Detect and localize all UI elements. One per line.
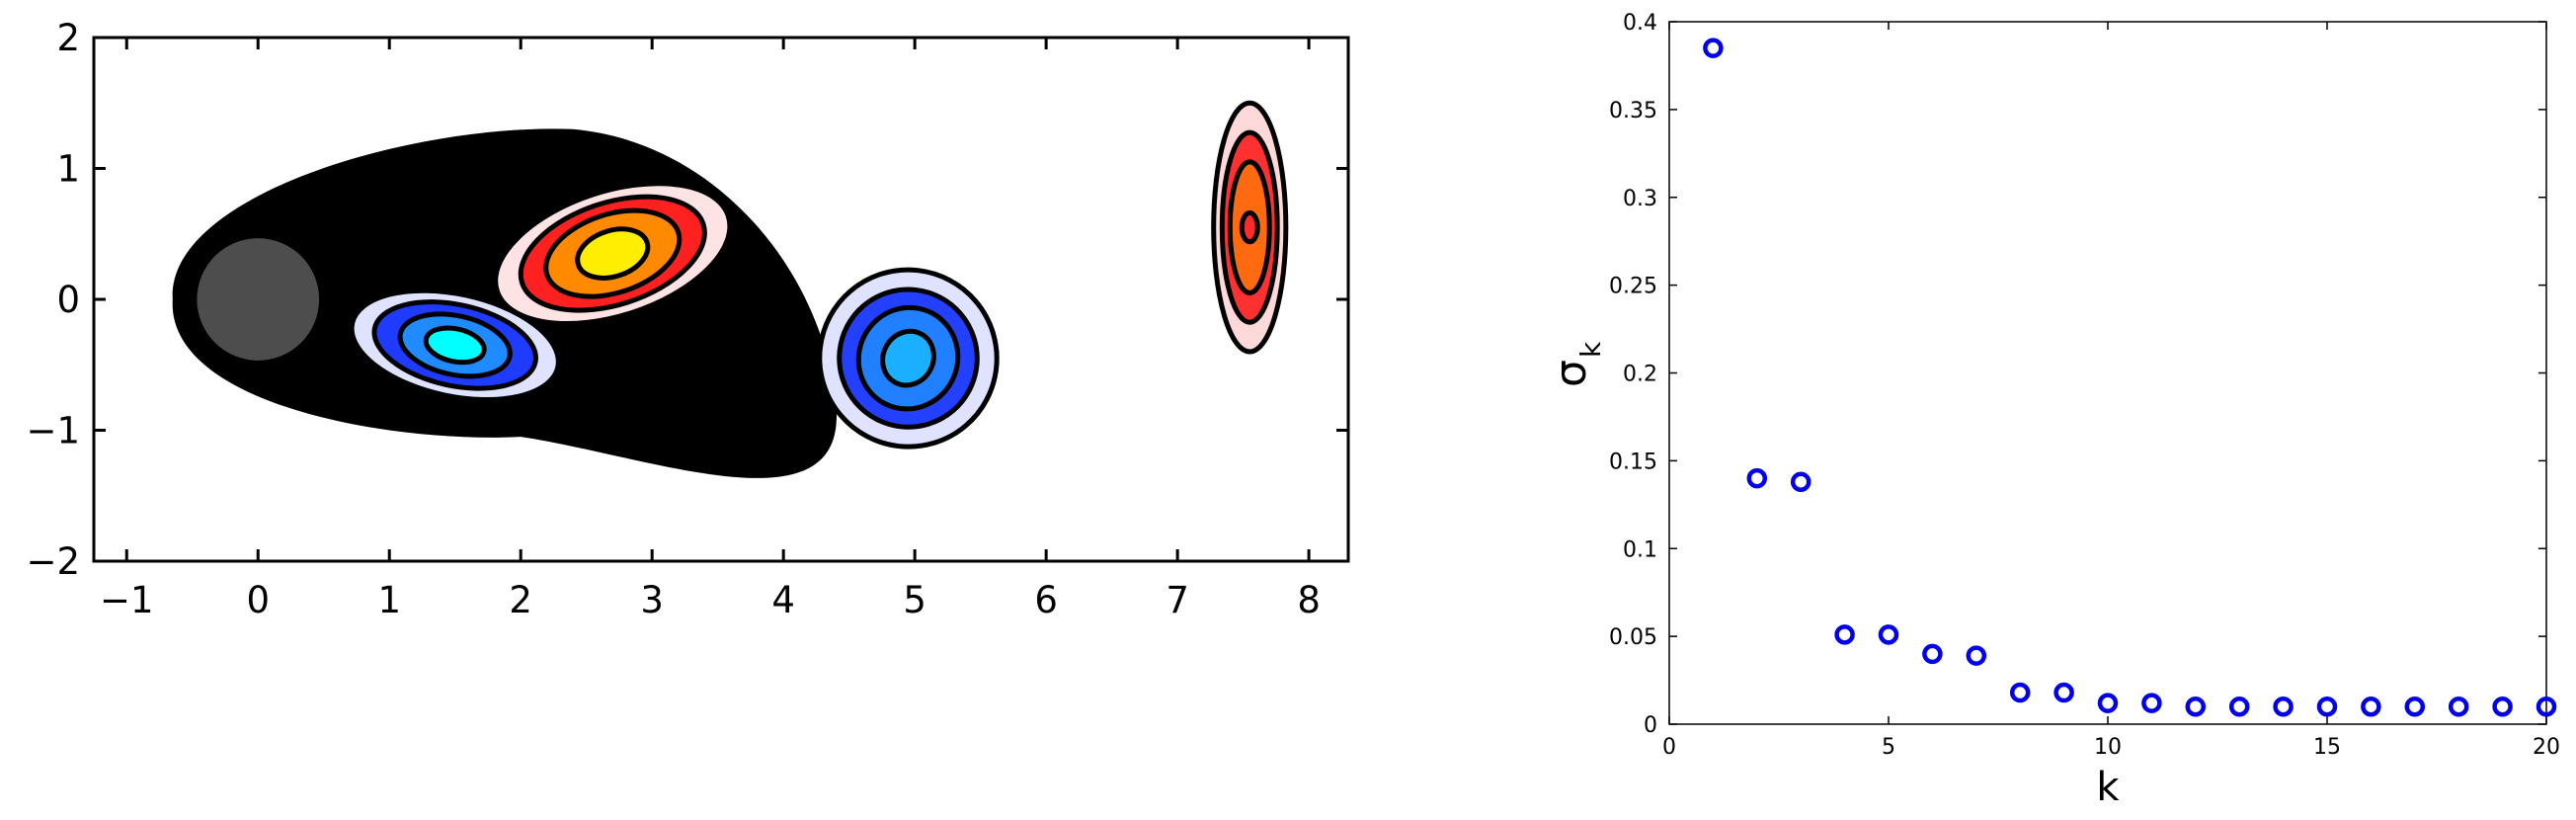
left-x-tick-label: 8 [1297, 579, 1321, 621]
vortex-2-level-4 [423, 325, 487, 366]
y-axis-label-subscript: k [1574, 341, 1607, 358]
data-point [2273, 696, 2294, 717]
vortex-3-level-4 [880, 328, 936, 388]
data-point [2492, 696, 2513, 717]
right-y-tick-label: 0.35 [1609, 99, 1657, 123]
right-y-tick-label: 0.05 [1609, 625, 1657, 650]
data-point [2009, 682, 2031, 703]
left-y-tick-label: 1 [56, 148, 80, 191]
data-point [1746, 467, 1768, 489]
right-x-tick-label: 10 [2094, 735, 2122, 760]
vortex-3 [817, 267, 1000, 450]
right-y-tick-label: 0.2 [1623, 363, 1657, 387]
left-x-tick-label: 4 [771, 579, 795, 621]
left-x-axis: −1 0 1 2 3 4 5 6 7 8 [100, 38, 1321, 621]
data-point [1834, 624, 1855, 645]
data-point [2448, 696, 2469, 717]
cylinder [197, 238, 320, 361]
data-point [2361, 696, 2381, 717]
data-point [2228, 696, 2250, 717]
right-y-tick-label: 0.15 [1609, 450, 1657, 474]
right-x-tick-label: 5 [1882, 735, 1895, 760]
left-y-tick-label: 2 [56, 17, 80, 59]
data-point [1878, 624, 1899, 645]
vortex-2 [349, 287, 561, 403]
data-point [2185, 696, 2207, 717]
data-point [2097, 693, 2119, 713]
left-x-tick-label: −1 [100, 579, 154, 621]
vortex-1-level-4 [575, 226, 651, 281]
right-y-axis: 0 0.05 0.1 0.15 0.2 0.25 0.3 0.35 0.4 [1609, 11, 2546, 738]
right-x-tick-label: 0 [1662, 735, 1676, 760]
left-y-axis: −2 −1 0 1 2 [26, 17, 1348, 583]
right-y-tick-label: 0.3 [1623, 187, 1657, 211]
left-x-tick-label: 7 [1166, 579, 1189, 621]
y-axis-label-symbol: σ [1546, 360, 1596, 387]
x-axis-label: k [2096, 765, 2120, 810]
data-point [2141, 693, 2162, 713]
vortex-1 [493, 181, 733, 327]
vortex-4-level-4 [1239, 210, 1260, 245]
y-axis-label: σ k [1546, 341, 1607, 387]
right-y-tick-label: 0 [1644, 713, 1657, 738]
right-y-tick-label: 0.4 [1623, 11, 1657, 36]
vortex-4 [1211, 100, 1289, 355]
data-point [1922, 643, 1943, 665]
data-point [2536, 696, 2557, 717]
vorticity-contour-plot: −1 0 1 2 3 4 5 6 7 8 −2 −1 0 1 2 [26, 17, 1350, 621]
left-x-tick-label: 3 [640, 579, 664, 621]
data-point [1790, 471, 1811, 492]
right-x-axis: 0 5 10 15 20 [1662, 22, 2560, 760]
data-point [2316, 696, 2338, 717]
left-y-tick-label: 0 [56, 279, 80, 321]
data-point [2404, 696, 2426, 717]
left-x-tick-label: 0 [246, 579, 270, 621]
left-y-tick-label: −1 [26, 410, 80, 452]
left-x-tick-label: 6 [1034, 579, 1058, 621]
left-y-tick-label: −2 [26, 540, 80, 583]
left-x-tick-label: 2 [509, 579, 532, 621]
right-x-tick-label: 15 [2313, 735, 2341, 760]
data-point [1966, 645, 1987, 666]
right-y-tick-label: 0.25 [1609, 275, 1657, 299]
left-x-tick-label: 5 [903, 579, 926, 621]
left-x-tick-label: 1 [377, 579, 401, 621]
right-plot-frame [1668, 21, 2547, 725]
right-x-tick-label: 20 [2533, 735, 2560, 760]
singular-value-plot: 0 5 10 15 20 0 0.05 0.1 0.15 0.2 0.25 0.3 0.35 0.4 k… [1546, 11, 2560, 810]
data-point [2053, 682, 2074, 703]
right-y-tick-label: 0.1 [1623, 537, 1657, 562]
data-point [1703, 38, 1724, 58]
contour-field [172, 100, 1289, 478]
scatter-series [1703, 38, 2557, 717]
